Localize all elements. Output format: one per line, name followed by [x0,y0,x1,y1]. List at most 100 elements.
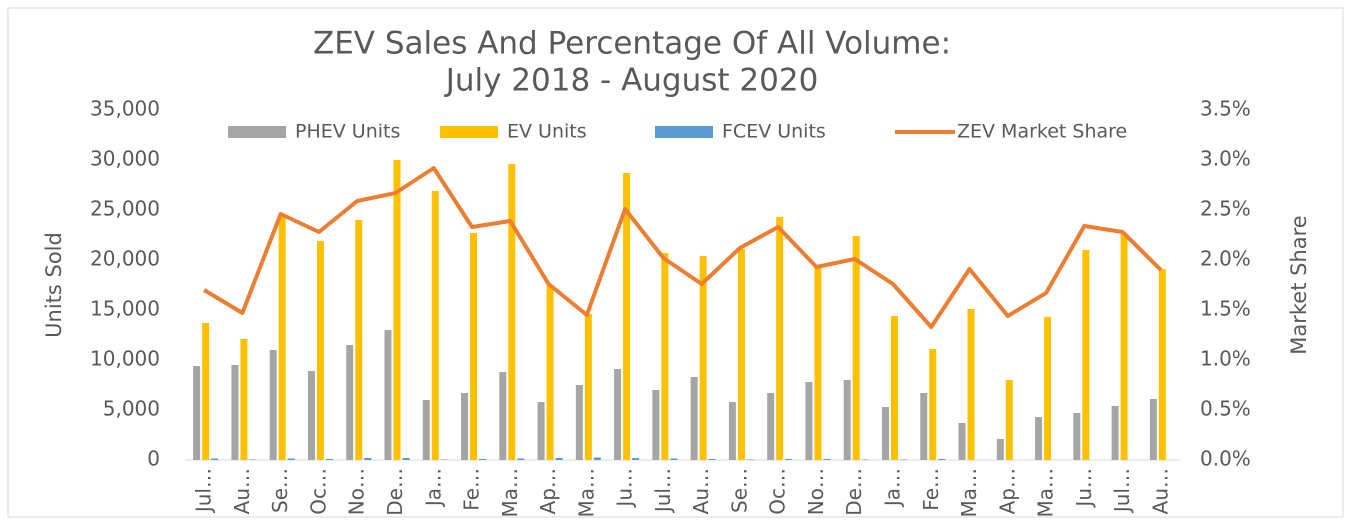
bar [470,233,478,460]
x-tick-label: Ma… [498,468,522,518]
y-axis-label: Units Sold [42,232,66,338]
x-tick-label: Ap… [536,468,560,514]
bar [814,267,822,460]
x-tick-label: Ma… [957,468,981,518]
bar [307,371,315,460]
y-tick-label: 20,000 [90,247,160,271]
bar [1073,413,1081,460]
bar [929,349,937,460]
bar [670,458,678,460]
chart-title: ZEV Sales And Percentage Of All Volume: [313,26,951,62]
bar [422,400,430,460]
x-tick-label: Ja… [880,468,904,508]
x-tick-label: No… [345,468,369,515]
bar [708,459,716,460]
chart-frame [7,7,1344,518]
bar [967,309,975,460]
bar [461,393,469,460]
bar [890,316,898,460]
x-tick-label: No… [804,468,828,515]
legend-swatch [228,126,286,138]
legend-label: FCEV Units [722,121,826,143]
bar [517,458,525,460]
bar [737,249,745,460]
y-tick-label: 25,000 [90,197,160,221]
bar [632,458,640,460]
bar [479,459,487,460]
bar [393,160,401,460]
x-tick-label: Ma… [1034,468,1058,518]
x-tick-label: De… [842,468,866,516]
bar [555,458,563,460]
bar [278,215,286,460]
bar [287,458,295,460]
x-tick-label: Ma… [574,468,598,518]
bar [355,220,363,460]
bar [1005,380,1013,460]
bar [537,402,545,460]
bar [823,459,831,460]
bar [325,459,333,460]
bar [440,459,448,460]
x-tick-label: Se… [727,468,751,513]
x-tick-label: Oc… [306,468,330,515]
bar [996,439,1004,460]
bar [785,459,793,460]
bar [1044,317,1052,460]
bar [1120,234,1128,460]
bar [776,217,784,460]
x-tick-label: Au… [689,468,713,514]
bar [508,164,516,460]
chart-title: July 2018 - August 2020 [444,63,819,99]
y2-axis-label: Market Share [1287,215,1311,354]
bar [728,402,736,460]
bar [690,377,698,460]
x-tick-label: Fe… [460,468,484,511]
bar [431,191,439,460]
legend-swatch [440,126,498,138]
y-tick-label: 30,000 [90,147,160,171]
legend-label: ZEV Market Share [957,121,1127,143]
x-tick-label: Au… [230,468,254,514]
bar [843,380,851,460]
legend-label: PHEV Units [295,121,400,143]
y2-tick-label: 0.0% [1200,447,1251,471]
bar [623,173,631,460]
y2-tick-label: 1.0% [1200,347,1251,371]
bar [269,350,277,460]
bar [958,423,966,460]
line-series [203,166,1163,329]
x-tick-label: Jul… [1110,468,1134,514]
bar [384,330,392,460]
bar [1082,250,1090,460]
bar [861,459,869,460]
bar [593,457,601,460]
x-tick-label: Fe… [919,468,943,511]
bar [231,365,239,460]
y-tick-label: 35,000 [90,97,160,121]
bar [1111,406,1119,460]
x-tick-label: Se… [268,468,292,513]
x-tick-label: Ju… [1072,468,1096,509]
x-tick-label: Jul… [192,468,216,514]
y2-tick-label: 3.0% [1200,147,1251,171]
bar [767,393,775,460]
y2-tick-label: 1.5% [1200,297,1251,321]
bar [193,366,201,460]
bar [316,241,324,460]
bar [546,285,554,460]
legend-swatch [655,126,713,138]
bar [240,339,248,460]
bar [746,459,754,460]
bar [1035,417,1043,460]
bar [881,407,889,460]
bar [499,372,507,460]
y2-tick-label: 3.5% [1200,97,1251,121]
bar [661,253,669,460]
x-tick-label: Jul… [651,468,675,514]
bar [364,458,372,460]
bar [899,459,907,460]
bar [584,314,592,460]
x-tick-label: Ja… [421,468,445,508]
